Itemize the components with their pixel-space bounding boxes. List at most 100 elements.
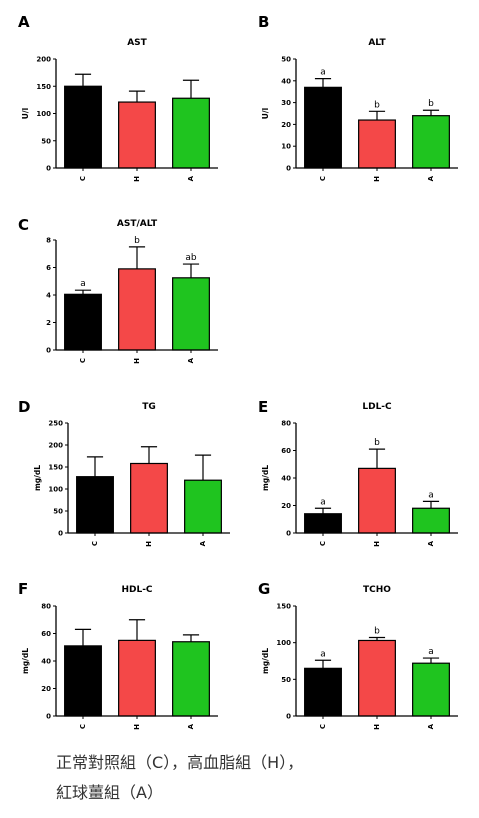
panel-d-xtick-label-a: A (199, 540, 207, 546)
panel-g-bar-h (358, 639, 396, 717)
panel-b-ylabel: U/l (261, 108, 270, 119)
panel-g-sig-letter-c: a (320, 649, 326, 659)
panel-g-ytick-label: 50 (281, 676, 291, 684)
panel-b-sig-letter-c: a (320, 68, 326, 78)
panel-c-xtick-label-h: H (133, 358, 141, 364)
panel-d-ytick-label: 50 (53, 508, 63, 516)
panel-g-ylabel: mg/dL (261, 648, 270, 674)
panel-b-ytick-label: 50 (281, 56, 291, 64)
panel-g-ytick-label: 0 (286, 713, 291, 721)
panel-d-ytick-label: 250 (48, 420, 63, 428)
panel-e-xtick-label-h: H (373, 541, 381, 547)
panel-f-bar-h (118, 639, 156, 717)
panel-c-sig-letter-c: a (80, 279, 86, 289)
panel-a-ytick-label: 100 (36, 110, 51, 118)
panel-g-sig-letter-h: b (374, 627, 380, 637)
panel-a-xtick-label-a: A (187, 175, 195, 181)
panel-f-letter: F (18, 580, 28, 598)
panel-d-letter: D (18, 398, 30, 416)
panel-f-xtick-label-c: C (79, 724, 87, 729)
panel-d-xtick-label-c: C (91, 541, 99, 546)
panel-e-ytick-label: 0 (286, 530, 291, 538)
panel-a-bar-a (172, 97, 210, 169)
panel-a-xtick-label-h: H (133, 176, 141, 182)
panel-e-ytick-label: 20 (281, 502, 291, 510)
panel-f-xtick-label-h: H (133, 724, 141, 730)
panel-a-bar-c (64, 85, 102, 169)
panel-e-ytick-label: 80 (281, 420, 291, 428)
panel-b-bar-a (412, 115, 450, 169)
panel-e-sig-letter-c: a (320, 497, 326, 507)
panel-f-bar-c (64, 645, 102, 717)
panel-e-xtick-label-a: A (427, 540, 435, 546)
panel-c-sig-letter-a: ab (185, 253, 197, 263)
panel-g-xtick-label-c: C (319, 724, 327, 729)
panel-a-xtick-label-c: C (79, 176, 87, 181)
panel-f-ytick-label: 20 (41, 685, 51, 693)
panel-b-sig-letter-h: b (374, 100, 380, 110)
panel-c-ytick-label: 0 (46, 347, 51, 355)
panel-f-ytick-label: 80 (41, 603, 51, 611)
panel-d-bar-h (130, 462, 168, 534)
panel-f-bar-a (172, 641, 210, 717)
panel-b-sig-letter-a: b (428, 99, 434, 109)
panel-a-ytick-label: 0 (46, 165, 51, 173)
panel-d-ytick-label: 150 (48, 464, 63, 472)
panel-b-ytick-label: 10 (281, 143, 291, 151)
panel-a-ytick-label: 50 (41, 137, 51, 145)
panel-d-bar-a (184, 479, 222, 534)
panel-e-xtick-label-c: C (319, 541, 327, 546)
panel-d-title: TG (142, 402, 156, 412)
panel-e-sig-letter-h: b (374, 438, 380, 448)
panel-g-bar-a (412, 662, 450, 717)
panel-c-xtick-label-c: C (79, 358, 87, 363)
panel-f-ylabel: mg/dL (21, 648, 30, 674)
panel-d-xtick-label-h: H (145, 541, 153, 547)
panel-e-sig-letter-a: a (428, 490, 434, 500)
panel-e-ylabel: mg/dL (261, 465, 270, 491)
panel-g-sig-letter-a: a (428, 647, 434, 657)
panel-e-letter: E (258, 398, 268, 416)
panel-a-bar-h (118, 101, 156, 169)
panel-g-title: TCHO (363, 585, 391, 595)
panel-a-ylabel: U/l (21, 108, 30, 119)
panel-a-ytick-label: 200 (36, 56, 51, 64)
panel-a-letter: A (18, 13, 30, 31)
panel-f-title: HDL-C (121, 585, 152, 595)
panel-b-ytick-label: 30 (281, 99, 291, 107)
panel-f-ytick-label: 40 (41, 658, 51, 666)
panel-g-ytick-label: 150 (276, 603, 291, 611)
panel-c-title: AST/ALT (117, 219, 158, 229)
panel-c-sig-letter-h: b (134, 236, 140, 246)
panel-e-bar-c (304, 513, 342, 534)
panel-b-ytick-label: 40 (281, 77, 291, 85)
panel-e-title: LDL-C (362, 402, 392, 412)
panel-c-bar-c (64, 293, 102, 351)
panel-c-bar-a (172, 277, 210, 351)
caption-line-2: 紅球薑組（A） (56, 783, 163, 802)
panel-b-xtick-label-a: A (427, 175, 435, 181)
panel-b-title: ALT (368, 38, 386, 48)
panel-d-ytick-label: 100 (48, 486, 63, 494)
panel-c-xtick-label-a: A (187, 357, 195, 363)
panel-f-xtick-label-a: A (187, 723, 195, 729)
panel-d-ylabel: mg/dL (33, 465, 42, 491)
panel-b-letter: B (258, 13, 269, 31)
panel-c-ytick-label: 2 (46, 319, 51, 327)
panel-e-bar-a (412, 507, 450, 534)
panel-d-bar-c (76, 476, 114, 534)
panel-g-bar-c (304, 667, 342, 717)
panel-b-bar-c (304, 86, 342, 169)
panel-d-ytick-label: 0 (58, 530, 63, 538)
panel-a-title: AST (127, 38, 147, 48)
panel-c-ytick-label: 8 (46, 237, 51, 245)
panel-a-ytick-label: 150 (36, 83, 51, 91)
panel-c-ytick-label: 6 (46, 264, 51, 272)
panel-c-ytick-label: 4 (46, 292, 51, 300)
panel-f-ytick-label: 0 (46, 713, 51, 721)
panel-d-ytick-label: 200 (48, 442, 63, 450)
panel-e-ytick-label: 40 (281, 475, 291, 483)
panel-f-ytick-label: 60 (41, 630, 51, 638)
caption-line-1: 正常對照組（C），高血脂組（H）， (56, 753, 304, 772)
panel-e-bar-h (358, 467, 396, 534)
